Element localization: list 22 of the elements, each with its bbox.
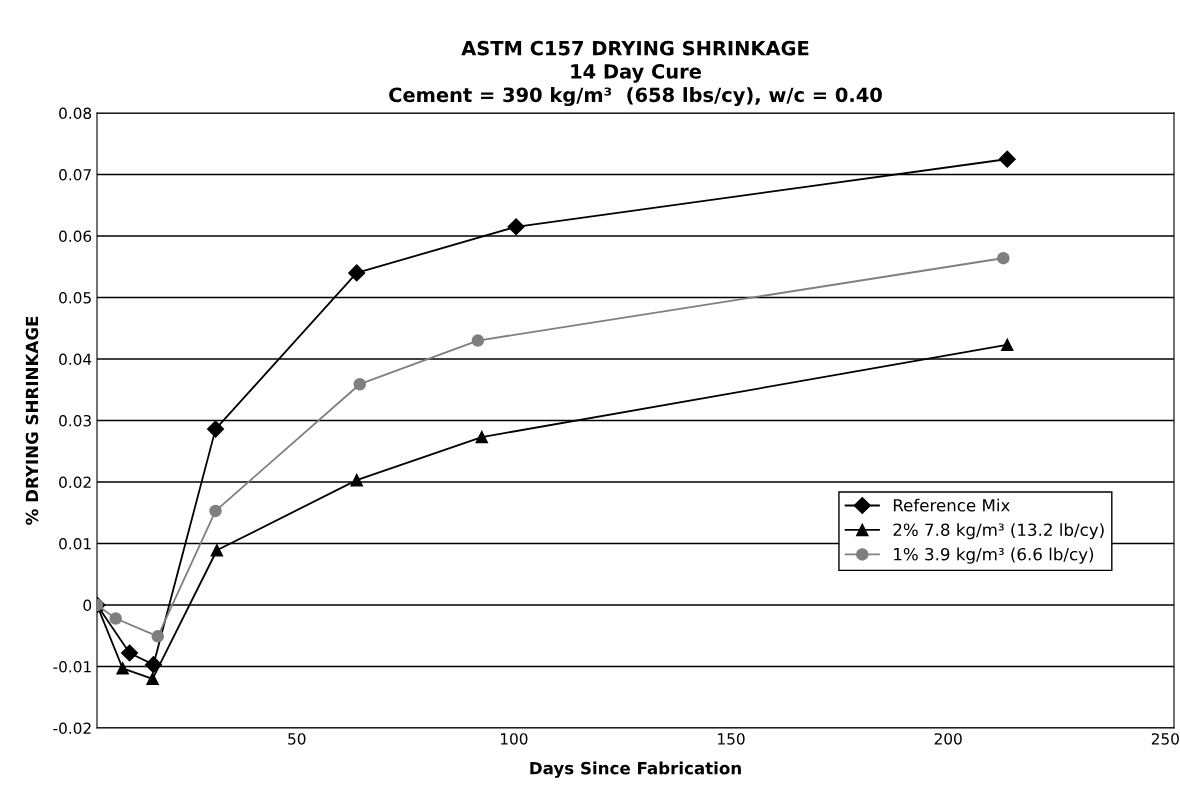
x-tick-label: 200 [934,733,962,745]
y-tick-label: 0.08 [59,107,92,120]
chart-title: ASTM C157 DRYING SHRINKAGE 14 Day Cure Cement = 390 kg/m³ (658 lbs/cy), w/c = 0.40 [389,40,882,107]
y-tick-label: 0.06 [59,230,92,243]
y-axis-title: % DRYING SHRINKAGE [25,316,39,525]
y-tick-label: 0.05 [59,291,91,304]
x-tick-label: 50 [288,733,306,745]
y-tick-label: 0.04 [59,353,92,366]
y-tick-label: 0.01 [59,537,91,550]
y-tick-label: 0.07 [59,168,91,181]
y-tick-label: 0.02 [59,476,91,489]
x-tick-label: 100 [501,733,528,745]
y-tick-label: -0.01 [53,660,91,673]
legend-label: 1% 3.9 kg/m³ (6.6 lb/cy) [894,547,1094,564]
x-tick-label: 250 [1151,733,1179,745]
y-tick-label: 0.03 [59,414,91,427]
y-tick-label: 0 [83,599,92,612]
x-axis-title: Days Since Fabrication [530,761,741,778]
x-tick-label: 150 [718,733,745,745]
y-tick-label: -0.02 [53,722,91,735]
legend-label: 2% 7.8 kg/m³ (13.2 lb/cy) [893,523,1104,540]
legend-label: Reference Mix [893,498,1010,512]
